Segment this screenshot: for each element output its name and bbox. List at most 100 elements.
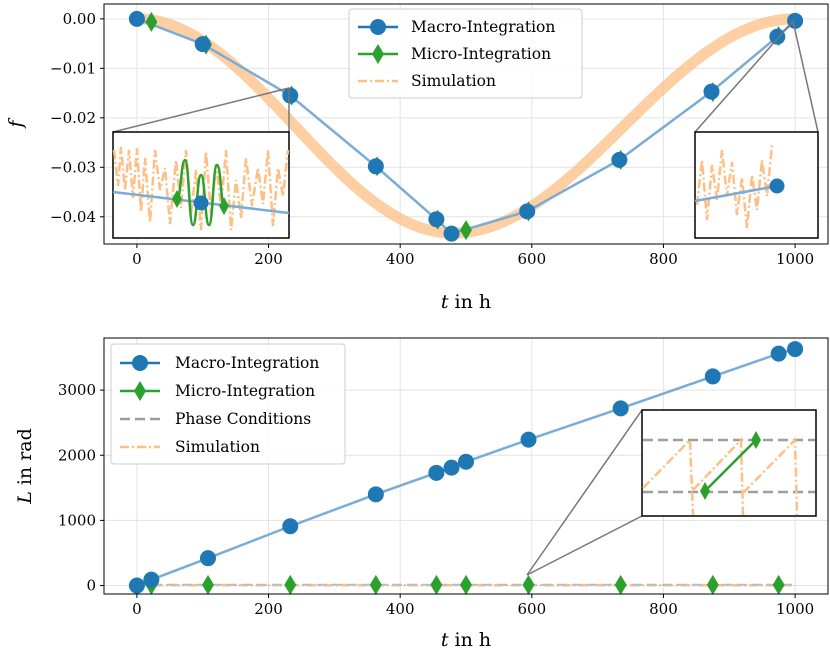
legend-micro-label: Micro-Integration xyxy=(411,45,551,63)
top-y-ticks: 0.00 −0.01 −0.02 −0.03 −0.04 xyxy=(50,10,104,226)
top-legend: Macro-Integration Micro-Integration Simu… xyxy=(348,8,583,99)
x-tick-label: 1000 xyxy=(776,250,814,268)
bottom-y-axis-label: Lin rad xyxy=(14,428,36,505)
inset-bottom-micro-line xyxy=(704,439,757,492)
y-tick-label: −0.02 xyxy=(50,109,96,127)
y-tick-label: −0.01 xyxy=(50,59,96,77)
y-tick-label: 0 xyxy=(86,577,96,595)
y-tick-label: −0.04 xyxy=(50,208,96,226)
macro-point xyxy=(787,341,804,358)
inset-left-connector-a xyxy=(112,87,290,133)
inset-right-macro-marker xyxy=(769,178,785,194)
micro-point xyxy=(369,574,382,595)
inset-left-micro-line xyxy=(175,158,226,227)
macro-point xyxy=(787,12,804,29)
x-tick-label: 800 xyxy=(649,600,678,618)
inset-right-connector-a xyxy=(694,20,794,133)
macro-point xyxy=(367,486,384,503)
bottom-x-ticks: 0 200 400 600 800 1000 xyxy=(132,594,814,618)
top-chart: 0 200 400 600 800 1000 0.00 −0.01 −0.02 −0.03 −0.… xyxy=(5,3,829,313)
x-tick-label: 400 xyxy=(386,600,415,618)
y-tick-label: 3000 xyxy=(58,381,96,399)
macro-point xyxy=(443,459,460,476)
x-tick-label: 0 xyxy=(132,600,142,618)
macro-point xyxy=(703,83,720,100)
inset-right-connector-b xyxy=(792,20,819,133)
bottom-chart: 0 200 400 600 800 1000 0 1000 2000 3000 t in h Li… xyxy=(14,337,829,651)
macro-point xyxy=(143,571,160,588)
macro-point xyxy=(519,203,536,220)
micro-point xyxy=(772,574,785,595)
micro-point xyxy=(284,574,297,595)
legend2-simulation-label: Simulation xyxy=(175,438,260,456)
y-tick-label: 2000 xyxy=(58,446,96,464)
inset-right-simulation xyxy=(695,144,774,229)
bottom-inset xyxy=(641,409,817,517)
macro-point xyxy=(611,151,628,168)
y-tick-label: 1000 xyxy=(58,511,96,529)
micro-point xyxy=(430,574,443,595)
micro-point xyxy=(460,220,472,241)
macro-point xyxy=(458,453,474,470)
inset-left-simulation xyxy=(112,146,290,231)
micro-point xyxy=(706,574,719,595)
macro-point xyxy=(128,577,145,594)
macro-point xyxy=(704,368,721,385)
inset-bottom-simulation xyxy=(642,436,799,516)
y-tick-label: −0.03 xyxy=(50,158,96,176)
micro-point xyxy=(614,574,627,595)
inset-left-micro-marker-2 xyxy=(219,197,229,215)
macro-point xyxy=(194,36,211,53)
macro-point xyxy=(612,400,629,417)
bottom-inset-connector-b xyxy=(526,515,643,576)
macro-point xyxy=(428,211,445,228)
legend-macro-label: Macro-Integration xyxy=(411,18,555,36)
micro-point xyxy=(522,574,535,595)
bottom-inset-connector-a xyxy=(526,409,643,576)
x-tick-label: 600 xyxy=(517,250,546,268)
inset-left-micro-marker-1 xyxy=(172,190,182,208)
top-plot-frame xyxy=(103,3,829,245)
x-tick-label: 800 xyxy=(649,250,678,268)
bottom-y-ticks: 0 1000 2000 3000 xyxy=(58,381,104,595)
macro-point xyxy=(282,87,299,104)
top-inset-left xyxy=(112,131,290,239)
bottom-legend: Macro-Integration Micro-Integration Phas… xyxy=(110,343,346,465)
bottom-x-axis-label: t in h xyxy=(441,629,491,651)
top-x-axis-label: t in h xyxy=(441,291,491,313)
top-x-ticks: 0 200 400 600 800 1000 xyxy=(132,244,814,268)
bottom-plot-frame xyxy=(103,337,829,595)
micro-point xyxy=(145,11,158,32)
top-macro-markers xyxy=(128,10,804,242)
y-tick-label: 0.00 xyxy=(63,10,96,28)
macro-point xyxy=(770,345,787,362)
x-tick-label: 600 xyxy=(517,600,546,618)
legend-micro-icon xyxy=(372,44,384,64)
inset-bottom-micro-marker-2 xyxy=(751,431,761,449)
legend2-phase-label: Phase Conditions xyxy=(175,410,311,428)
x-tick-label: 400 xyxy=(386,250,415,268)
macro-point xyxy=(128,10,145,27)
x-tick-label: 1000 xyxy=(776,600,814,618)
x-tick-label: 0 xyxy=(132,250,142,268)
macro-point xyxy=(367,158,384,175)
top-y-axis-label: f xyxy=(5,118,27,130)
bottom-macro-markers xyxy=(128,341,804,594)
macro-point xyxy=(282,518,299,535)
legend-simulation-label: Simulation xyxy=(411,72,496,90)
legend2-micro-icon xyxy=(134,381,146,401)
macro-point xyxy=(443,225,460,242)
inset-right-macro-line xyxy=(694,184,778,203)
legend2-macro-label: Macro-Integration xyxy=(175,354,319,372)
micro-point xyxy=(460,574,472,595)
legend2-macro-icon xyxy=(132,355,148,371)
bottom-micro-markers xyxy=(145,574,785,595)
micro-point xyxy=(201,574,214,595)
macro-point xyxy=(520,431,537,448)
top-inset-right xyxy=(694,131,819,239)
legend2-micro-label: Micro-Integration xyxy=(175,382,315,400)
macro-point xyxy=(199,550,216,567)
inset-bottom-micro-marker-1 xyxy=(700,482,710,500)
legend-macro-icon xyxy=(370,19,386,35)
